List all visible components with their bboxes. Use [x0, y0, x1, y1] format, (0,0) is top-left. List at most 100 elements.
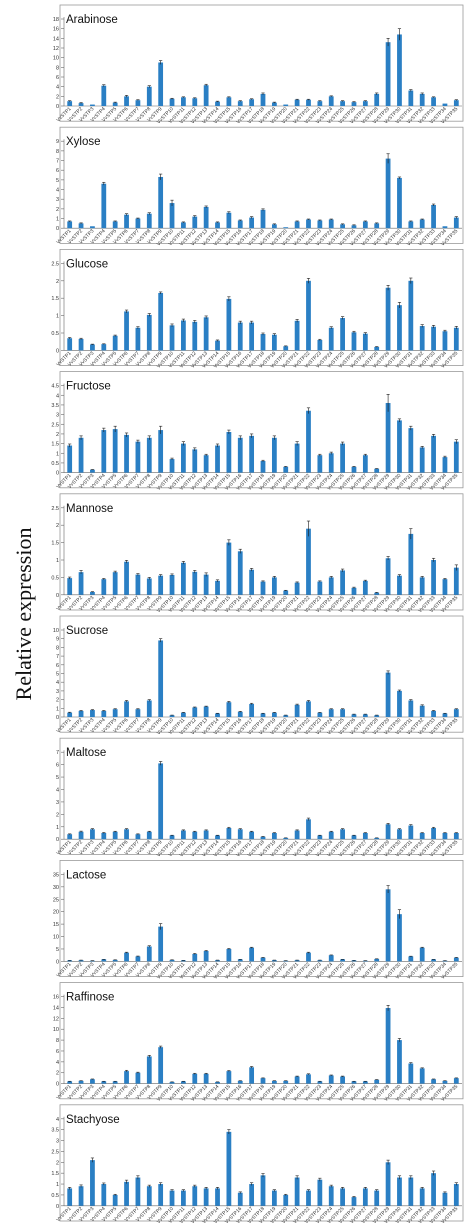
bar	[431, 97, 436, 106]
bar	[340, 959, 345, 962]
chart-panel: Maltose01234567VvSTP1VvSTP2VvSTP3VvSTP4V…	[55, 737, 464, 859]
bar	[169, 715, 175, 717]
bar	[431, 828, 436, 840]
bar	[124, 829, 129, 840]
bar	[271, 334, 277, 351]
bar	[135, 100, 141, 106]
panel-title: Maltose	[66, 747, 106, 759]
y-tick-label: 2.5	[51, 261, 59, 267]
y-tick-label: 2	[56, 1071, 59, 1077]
bar	[135, 834, 141, 840]
bar	[431, 1173, 436, 1206]
bar	[146, 1056, 152, 1084]
bar	[101, 710, 107, 717]
bar	[90, 710, 95, 717]
bar	[249, 1184, 255, 1206]
y-tick-label: 5	[56, 775, 59, 781]
bar	[351, 714, 357, 717]
panel-title: Arabinose	[66, 14, 118, 26]
bar	[340, 709, 345, 717]
bar	[442, 331, 448, 351]
bar	[374, 837, 380, 840]
panel-title: Mannose	[66, 503, 113, 515]
bar	[385, 1008, 391, 1084]
y-tick-label: 3	[56, 197, 59, 203]
bar	[237, 1192, 243, 1206]
bar	[124, 214, 129, 229]
bar	[169, 1081, 175, 1084]
y-tick-label: 6	[56, 75, 59, 81]
bar	[146, 437, 152, 473]
bar	[431, 959, 436, 962]
y-tick-label: 2	[56, 698, 59, 704]
bar	[271, 577, 277, 595]
bar	[203, 574, 209, 595]
bar	[67, 338, 73, 351]
bar	[419, 1188, 425, 1206]
bar	[78, 831, 84, 840]
bar	[192, 707, 198, 717]
bar	[146, 700, 152, 717]
bar	[90, 1160, 95, 1206]
bar	[146, 86, 152, 106]
bar	[397, 1177, 402, 1206]
bar	[203, 706, 209, 717]
bar	[124, 1181, 129, 1206]
bar	[351, 466, 357, 473]
bar	[442, 457, 448, 473]
y-tick-label: 30	[53, 885, 59, 891]
bar	[317, 1081, 323, 1084]
y-tick-label: 35	[53, 872, 59, 878]
bar	[226, 298, 232, 351]
bar	[419, 326, 425, 351]
bar	[112, 429, 118, 473]
bar	[340, 1076, 345, 1084]
bar	[226, 948, 232, 962]
bar	[431, 560, 436, 595]
bar	[192, 449, 198, 473]
bar	[431, 205, 436, 229]
bar	[249, 322, 255, 351]
bar	[101, 1081, 107, 1084]
bar	[67, 578, 73, 595]
bar	[260, 581, 266, 595]
bar	[306, 99, 311, 106]
bar	[442, 1192, 448, 1206]
bar	[397, 305, 402, 351]
bar	[260, 957, 266, 962]
bar	[408, 280, 414, 351]
y-tick-label: 0	[56, 837, 59, 843]
bar	[78, 437, 84, 473]
bar	[294, 443, 300, 473]
bar	[419, 832, 425, 840]
bar	[294, 704, 300, 717]
bar	[146, 213, 152, 229]
bar	[112, 709, 118, 717]
y-tick-label: 3	[56, 413, 59, 419]
bar	[317, 220, 323, 229]
bar	[260, 1078, 266, 1084]
bar	[374, 715, 380, 717]
bar	[397, 829, 402, 840]
y-tick-label: 16	[53, 27, 59, 33]
bar	[124, 311, 129, 351]
bar	[169, 959, 175, 962]
bar	[442, 226, 448, 229]
bar	[419, 577, 425, 595]
bar	[351, 332, 357, 351]
bar	[203, 455, 209, 473]
y-tick-label: 2	[56, 1160, 59, 1166]
bar	[101, 85, 107, 106]
bar	[181, 1190, 186, 1206]
bar	[158, 62, 164, 106]
bar	[90, 592, 95, 595]
y-tick-label: 8	[56, 65, 59, 71]
bar	[169, 325, 175, 351]
bar	[271, 224, 277, 229]
y-tick-label: 1.5	[51, 442, 59, 448]
bar	[271, 1190, 277, 1206]
y-tick-label: 3	[56, 1139, 59, 1145]
bar	[101, 959, 107, 962]
y-tick-label: 4	[56, 1060, 59, 1066]
